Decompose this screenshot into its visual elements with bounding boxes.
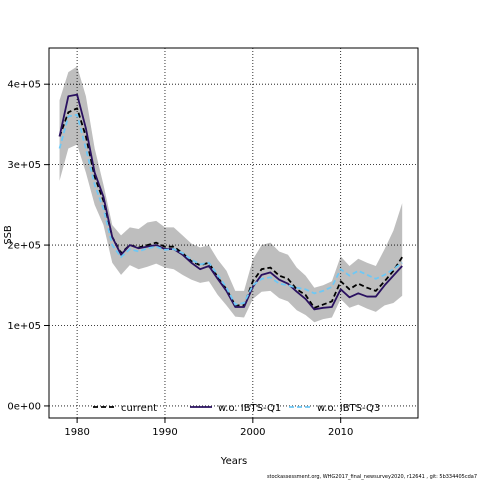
- series-line-1: [58, 93, 403, 311]
- x-tick-label: 2010: [328, 427, 353, 438]
- footer-note: stockassessment.org, WHG2017_final_newsu…: [267, 474, 477, 480]
- series-line-2: [58, 113, 403, 306]
- y-tick-label: 0e+00: [7, 401, 41, 412]
- y-axis-title: SSB: [3, 225, 14, 245]
- legend: current w.o. IBTS-Q1 w.o. IBTS-Q3: [93, 403, 380, 414]
- x-tick-label: 1980: [64, 427, 89, 438]
- confidence-band-layer: [59, 66, 403, 323]
- y-axis: 0e+00 1e+05 2e+05 3e+05 4e+05: [7, 80, 49, 412]
- x-axis: 1980 1990 2000 2010: [64, 418, 353, 438]
- y-tick-label: 3e+05: [7, 160, 41, 171]
- legend-label: w.o. IBTS-Q1: [218, 403, 281, 414]
- legend-label: current: [121, 403, 157, 414]
- series-lines-layer: [58, 93, 403, 311]
- y-tick-label: 1e+05: [7, 321, 41, 332]
- x-tick-label: 2000: [240, 427, 265, 438]
- legend-label: w.o. IBTS-Q3: [317, 403, 380, 414]
- plot-frame: [48, 47, 419, 419]
- grid-layer: [49, 48, 418, 418]
- confidence-band: [59, 66, 403, 323]
- x-axis-title: Years: [220, 456, 247, 467]
- x-tick-label: 1990: [152, 427, 177, 438]
- y-tick-label: 4e+05: [7, 80, 41, 91]
- y-tick-label: 2e+05: [7, 241, 41, 252]
